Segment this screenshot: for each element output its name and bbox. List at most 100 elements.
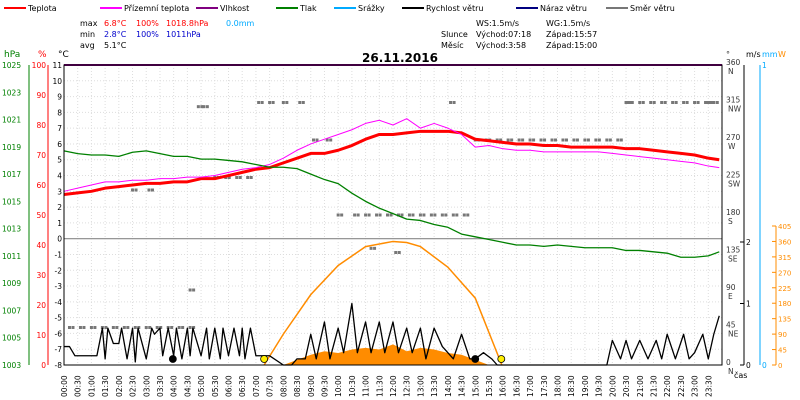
stats-min-press: 1011hPa [166,30,201,39]
x-axis: 00:00 00:30 01:00 01:30 02:00 02:30 03:00 03:30… [60,375,713,397]
grid [63,64,723,366]
dir-axis-unit: ° [726,50,730,59]
wind-direction-point [134,188,138,192]
wind-direction-point [67,326,71,329]
wind-direction-point [257,101,261,104]
wind-direction-point [367,213,371,217]
stats-min-label: min [80,30,95,39]
wind-direction-point [268,101,272,104]
x-tick-label: 13:30 [430,375,439,397]
wind-direction-point [532,138,536,142]
wind-direction-point [205,105,209,109]
wind-direction-point [652,101,656,104]
dir-tick-label: 135 [726,246,741,255]
sunset-marker [497,355,506,363]
temp-tick-label: -3 [55,282,63,291]
ms-tick-label: 1 [746,300,751,309]
wind-direction-point [422,213,426,217]
x-tick-label: 02:00 [115,375,124,397]
temp-tick-label: 7 [57,124,62,133]
x-tick-label: 09:30 [320,375,329,397]
wind-direction-point [159,326,163,329]
wind-direction-point [235,176,239,179]
temp-tick-label: -1 [55,250,63,259]
hpa-tick-label: 1005 [2,334,21,343]
wind-direction-point [188,326,192,329]
legend-item-tlak: Tlak [276,4,317,13]
x-tick-label: 19:30 [595,375,604,397]
plot-frame [63,64,723,366]
stats-ws: WS:1.5m/s [476,19,519,28]
wind-direction-point [554,138,558,142]
x-tick-label: 03:30 [156,375,165,397]
wind-direction-point [440,213,444,217]
legend-item-vlhkost: Vlhkost [196,4,249,13]
x-tick-label: 09:00 [307,375,316,397]
x-tick-label: 18:00 [554,375,563,397]
wind-direction-point [449,101,453,104]
wind-direction-point [126,326,130,329]
solar-curve [263,240,503,366]
hpa-tick-label: 1021 [2,116,21,125]
w-tick-label: 135 [778,316,791,324]
x-tick-label: 18:30 [567,375,576,397]
x-tick-label: 17:30 [540,375,549,397]
temp-tick-label: 8 [57,108,62,117]
wind-direction-point [624,101,628,104]
hpa-tick-label: 1003 [2,361,21,370]
w-tick-label: 90 [778,331,787,339]
hpa-tick-label: 1023 [2,88,21,97]
wind-direction-point [543,138,547,142]
x-tick-label: 06:30 [238,375,247,397]
pct-tick-label: 20 [36,301,46,310]
wind-direction-point [583,138,587,142]
temp-tick-label: -2 [55,266,63,275]
wind-direction-point [660,101,664,104]
w-tick-label: 0 [778,362,782,370]
pct-tick-label: 100 [32,61,47,70]
series-line-teplota [63,129,720,196]
chart-title: 26.11.2016 [362,51,438,65]
wind-direction-point [147,188,151,192]
wind-direction-point [400,213,404,217]
hpa-tick-label: 1013 [2,225,21,234]
pct-tick-label: 0 [41,361,46,370]
temp-tick-label: -4 [55,298,63,307]
wind-direction-point [260,101,264,104]
wind-direction-point [594,138,598,142]
x-tick-label: 23:00 [691,375,700,397]
x-tick-label: 10:00 [334,375,343,397]
x-tick-label: 17:00 [526,375,535,397]
wind-direction-point [521,138,525,142]
wind-direction-point [597,138,601,142]
legend-label: Srážky [358,4,385,13]
dir-compass-label: NW [728,105,742,114]
pct-tick-label: 30 [36,271,46,280]
wind-direction-point [115,326,119,329]
dir-compass-label: W [728,142,736,151]
hpa-tick-label: 1015 [2,197,21,206]
x-tick-label: 07:00 [252,375,261,397]
moonset-marker [471,355,480,363]
sunrise-marker [260,355,269,363]
temp-tick-label: 5 [57,156,62,165]
x-tick-label: 19:00 [581,375,590,397]
wind-direction-point [411,213,415,217]
mm-tick-label: 0 [762,361,767,370]
wind-direction-point [104,326,108,329]
wind-direction-point [572,138,576,142]
wind-direction-point [311,138,315,142]
dir-tick-label: 225 [726,171,741,180]
wind-direction-point [696,101,700,104]
wind-direction-point [356,213,360,217]
temp-tick-label: 11 [52,61,62,70]
pct-axis-unit: % [38,50,47,60]
hpa-axis-unit: hPa [4,50,20,60]
dir-compass-label: SE [728,255,738,264]
sun-moon-markers [168,355,506,363]
hpa-tick-label: 1011 [2,252,21,261]
dir-tick-label: 315 [726,96,741,105]
temp-tick-label: -6 [55,329,63,338]
pct-tick-label: 90 [36,91,46,100]
mm-axis-unit: mm [762,50,778,59]
